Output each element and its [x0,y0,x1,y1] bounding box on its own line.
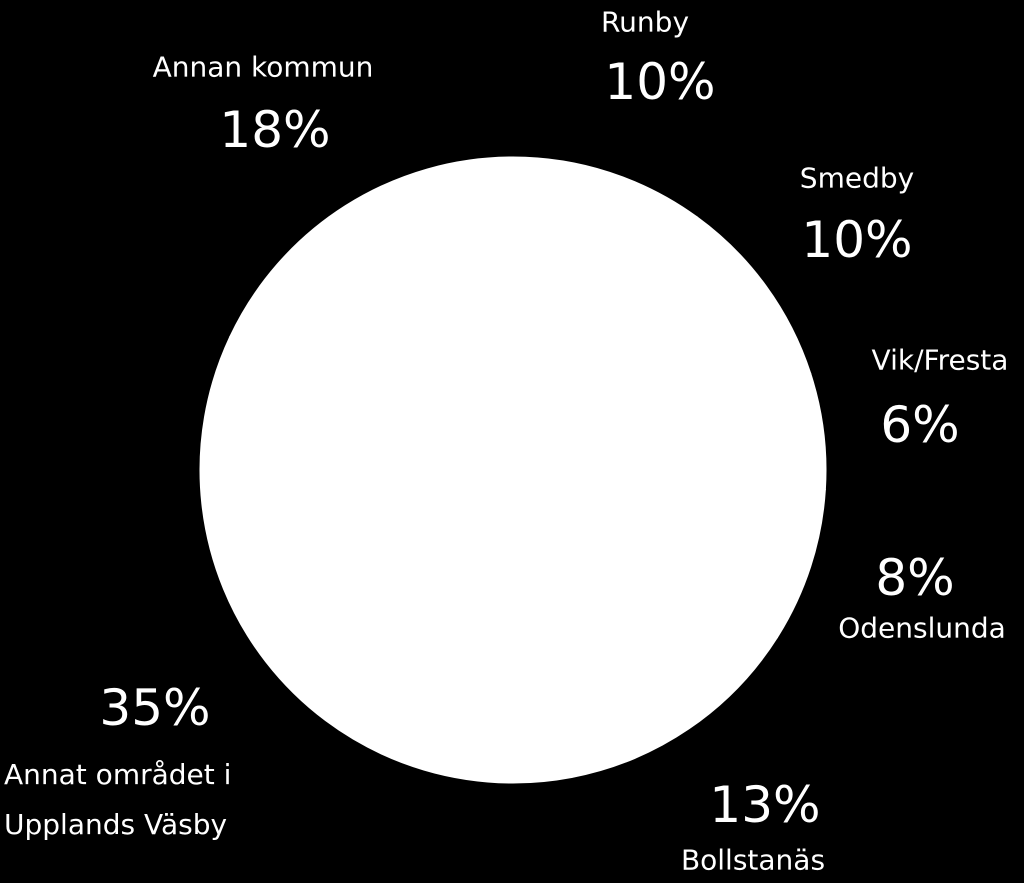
pie-slice [512,372,827,491]
slice-label: Annat området i Upplands Väsby [4,758,232,841]
value-label: 10% [801,211,913,269]
slice-label: Vik/Fresta [871,343,1009,377]
pie-slice [229,156,514,471]
pie-slice [512,468,778,779]
value-label: 35% [99,679,211,737]
pie-slice [511,216,812,471]
value-label: 13% [709,776,821,834]
slice-label: Bollstanäs [680,843,826,877]
pie-slice [199,336,573,784]
value-label: 6% [880,396,960,454]
value-label: 8% [875,549,955,607]
pie-slice [512,469,826,639]
value-label: 18% [219,101,331,159]
slice-label: Odenslunda [838,611,1006,645]
slice-label: Annan kommun [152,50,374,84]
value-label: 10% [604,53,716,111]
slice-label: Smedby [799,161,915,195]
pie-slice [512,156,698,472]
slice-label: Runby [600,5,690,39]
